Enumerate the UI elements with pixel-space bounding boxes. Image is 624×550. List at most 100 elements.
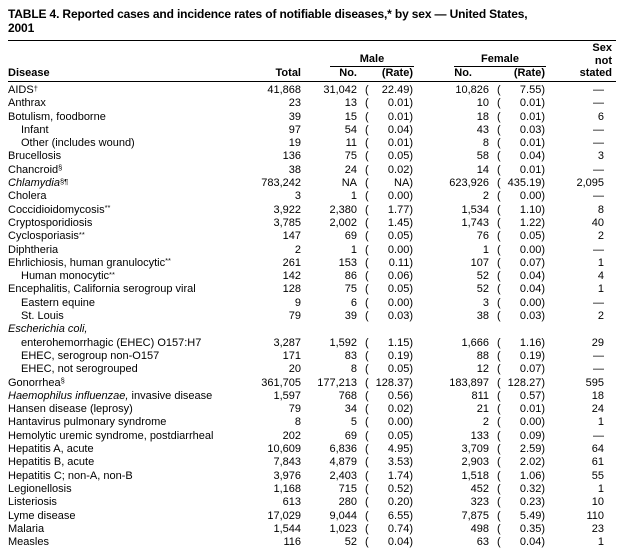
sex-not-stated-count: 2: [597, 230, 604, 243]
female-rate: (0.57): [497, 389, 545, 402]
male-count: 2,002: [329, 216, 357, 229]
sex-not-stated-count: 4: [597, 270, 604, 283]
header-total-label: Total: [275, 67, 301, 79]
header-row-columns: Disease Total No. (Rate) No. (Rate) stat…: [8, 67, 616, 81]
female-count: 43: [476, 123, 489, 136]
male-count: 15: [344, 110, 357, 123]
male-rate: (0.00): [365, 416, 413, 429]
female-rate: (1.22): [497, 216, 545, 229]
sex-not-stated-count: 18: [591, 389, 604, 402]
table-title-line1: TABLE 4. Reported cases and incidence ra…: [8, 7, 528, 21]
male-count: 75: [344, 283, 357, 296]
male-count: 39: [344, 310, 357, 323]
sex-not-stated-count: 595: [585, 376, 604, 389]
male-count: 86: [344, 270, 357, 283]
female-count: 52: [476, 283, 489, 296]
disease-name: Escherichia coli,: [8, 323, 88, 336]
female-count: 18: [476, 110, 489, 123]
male-count: 52: [344, 536, 357, 549]
female-rate: (0.09): [497, 429, 545, 442]
female-count: 498: [470, 522, 489, 535]
sex-not-stated-count: 8: [597, 203, 604, 216]
disease-name: AIDS†: [8, 84, 38, 96]
total-cases: 7,843: [273, 456, 301, 469]
male-count: 177,213: [317, 376, 357, 389]
female-count: 133: [470, 429, 489, 442]
total-cases: 1,168: [273, 482, 301, 495]
total-cases: 142: [282, 270, 301, 283]
male-rate: (0.01): [365, 110, 413, 123]
sex-not-stated-count: —: [593, 349, 604, 362]
total-cases: 79: [288, 403, 301, 416]
disease-name: Eastern equine: [21, 296, 95, 309]
total-cases: 19: [288, 137, 301, 150]
female-rate: (1.10): [497, 203, 545, 216]
disease-name: Cyclosporiasis**: [8, 230, 85, 243]
female-rate: (0.04): [497, 270, 545, 283]
sex-not-stated-count: 2: [597, 310, 604, 323]
total-cases: 783,242: [261, 177, 301, 190]
male-rate: (1.15): [365, 336, 413, 349]
disease-name: Legionellosis: [8, 482, 72, 495]
male-count: 1: [350, 190, 357, 203]
female-rate: [492, 323, 548, 336]
total-cases: 9: [294, 296, 301, 309]
total-cases: 79: [288, 310, 301, 323]
male-count: 24: [344, 163, 357, 176]
sex-not-stated-count: 64: [591, 443, 604, 456]
header-female-no-label: No.: [454, 67, 472, 79]
disease-name: Cholera: [8, 190, 47, 203]
male-rate: (0.20): [365, 496, 413, 509]
header-sex-label: Sex: [592, 42, 612, 54]
disease-name: Other (includes wound): [21, 137, 135, 150]
total-cases: 23: [288, 97, 301, 110]
header-male-no-label: No.: [339, 67, 357, 79]
sex-not-stated-count: 110: [586, 509, 604, 522]
female-rate: (0.03): [497, 123, 545, 136]
total-cases: 3: [294, 190, 301, 203]
disease-name: EHEC, serogroup non-O157: [21, 349, 160, 362]
female-count: 323: [470, 496, 489, 509]
female-count: 63: [476, 536, 489, 549]
sex-not-stated-count: —: [593, 97, 604, 110]
male-rate: (1.74): [365, 469, 413, 482]
male-rate: (0.03): [365, 310, 413, 323]
sex-not-stated-count: 1: [597, 416, 604, 429]
female-count: 1,743: [461, 216, 489, 229]
female-rate: (0.00): [497, 243, 545, 256]
sex-not-stated-count: 23: [591, 522, 604, 535]
sex-not-stated-count: 29: [591, 336, 604, 349]
sex-not-stated-count: 24: [591, 403, 604, 416]
table-body: AIDS† 41,868 31,042 (22.49) 10,826 (7.55) — Ant…: [8, 82, 616, 549]
male-rate: (0.05): [365, 429, 413, 442]
male-rate: (0.56): [365, 389, 413, 402]
total-cases: 39: [288, 110, 301, 123]
total-cases: 3,976: [273, 469, 301, 482]
female-rate: (0.01): [497, 97, 545, 110]
header-female-label: Female: [454, 54, 546, 67]
total-cases: 2: [294, 243, 301, 256]
male-count: 153: [338, 256, 357, 269]
male-count: [304, 323, 360, 336]
disease-name: Gonorrhea§: [8, 376, 65, 389]
sex-not-stated-count: 2,095: [576, 177, 604, 190]
header-row-sex: Sex: [8, 42, 616, 54]
sex-not-stated-count: 1: [597, 256, 604, 269]
male-count: 69: [344, 429, 357, 442]
female-rate: (0.01): [497, 163, 545, 176]
female-count: 2,903: [461, 456, 489, 469]
sex-not-stated-count: 1: [597, 283, 604, 296]
female-count: [416, 323, 492, 336]
total-cases: 1,544: [273, 522, 301, 535]
male-count: NA: [341, 177, 357, 190]
female-rate: (0.07): [497, 363, 545, 376]
total-cases: 8: [294, 416, 301, 429]
header-bottom-rule: [8, 81, 616, 82]
male-rate: (0.19): [365, 349, 413, 362]
male-rate: (0.05): [365, 363, 413, 376]
sex-not-stated-count: 6: [597, 110, 604, 123]
disease-name: Chlamydia§¶: [8, 177, 69, 190]
male-rate: (3.53): [365, 456, 413, 469]
female-rate: (0.35): [497, 522, 545, 535]
